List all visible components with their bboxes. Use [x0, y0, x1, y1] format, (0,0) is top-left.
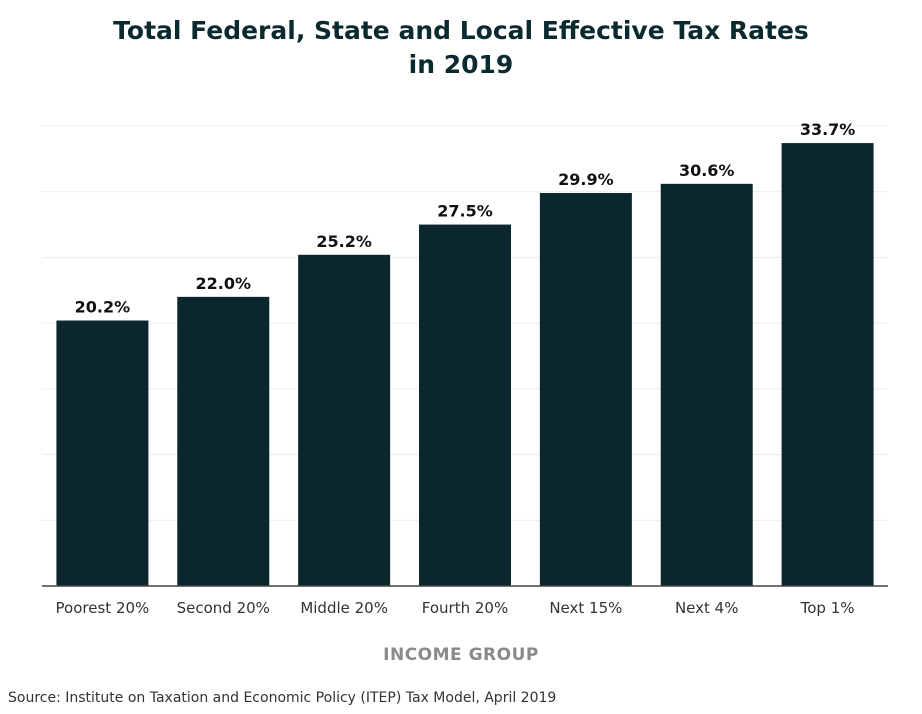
bar — [781, 143, 874, 587]
x-tick-label: Middle 20% — [300, 599, 388, 617]
data-label: 25.2% — [316, 232, 372, 251]
data-label: 20.2% — [75, 298, 131, 317]
x-tick-label: Poorest 20% — [56, 599, 150, 617]
x-tick-label: Next 15% — [549, 599, 622, 617]
bar — [419, 224, 511, 587]
chart-title: Total Federal, State and Local Effective… — [0, 14, 922, 82]
data-label: 30.6% — [679, 161, 735, 180]
x-tick-label: Top 1% — [800, 599, 855, 617]
data-label: 22.0% — [196, 274, 252, 293]
data-label: 29.9% — [558, 170, 614, 189]
x-tick-label: Second 20% — [177, 599, 270, 617]
chart-title-line-2: in 2019 — [408, 50, 514, 79]
x-tick-label: Next 4% — [675, 599, 739, 617]
data-label: 27.5% — [437, 202, 493, 221]
bar — [177, 296, 270, 586]
bar — [539, 193, 632, 586]
data-label: 33.7% — [800, 120, 856, 139]
bar — [56, 320, 149, 586]
source-note: Source: Institute on Taxation and Econom… — [8, 690, 557, 706]
bar — [298, 254, 391, 587]
bar — [660, 183, 753, 587]
x-tick-label: Fourth 20% — [422, 599, 508, 617]
x-axis-label: INCOME GROUP — [383, 645, 539, 665]
chart-title-line-1: Total Federal, State and Local Effective… — [113, 16, 809, 45]
